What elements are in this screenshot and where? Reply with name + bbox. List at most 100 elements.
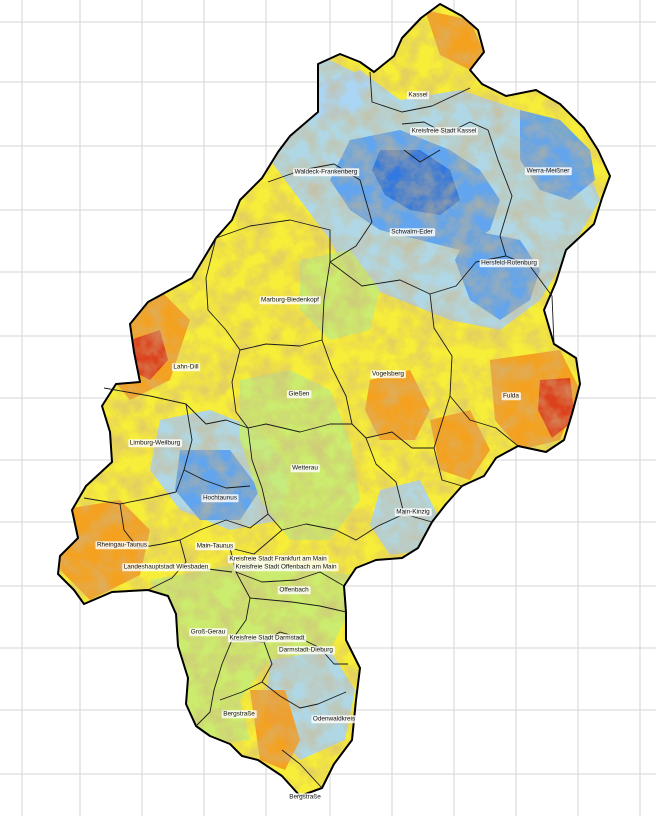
label-background [95, 541, 149, 550]
district-label-main-kinzig: Main-Kinzig [394, 508, 432, 517]
district-name: Kreisfreie Stadt Kassel [412, 128, 477, 135]
district-boundary [247, 427, 283, 531]
district-label-frankfurt: Kreisfreie Stadt Frankfurt am Main [227, 555, 329, 564]
district-label-offenbach-stadt: Kreisfreie Stadt Offenbach am Main [233, 563, 339, 572]
label-background [311, 715, 357, 724]
label-background [195, 542, 235, 551]
district-label-darmstadt-dieburg: Darmstadt-Dieburg [277, 646, 335, 655]
label-background [501, 392, 521, 401]
district-name: Main-Taunus [197, 543, 234, 550]
district-name: Vogelsberg [372, 371, 404, 378]
label-background [277, 646, 335, 655]
label-background [410, 127, 478, 136]
district-label-limburg-weilburg: Limburg-Weilburg [128, 439, 183, 448]
district-label-bergstrasse-south: Bergstraße [287, 793, 323, 802]
label-background [394, 508, 432, 517]
district-boundary [215, 219, 331, 262]
district-name: Lahn-Dill [173, 364, 198, 371]
label-background [290, 464, 320, 473]
district-labels: Kassel Kreisfreie Stadt Kassel Werra-Meißn… [95, 91, 572, 802]
district-label-waldeck-frankenberg: Waldeck-Frankenberg [293, 168, 360, 177]
district-name: Waldeck-Frankenberg [295, 169, 358, 176]
district-label-wiesbaden: Landeshauptstadt Wiesbaden [122, 563, 211, 572]
district-boundary [249, 597, 347, 613]
district-boundary [231, 349, 249, 429]
district-boundary [403, 149, 441, 163]
district-label-giessen: Gießen [287, 390, 312, 399]
district-name: Main-Kinzig [396, 509, 430, 516]
district-name: Fulda [503, 393, 519, 400]
district-boundary [487, 129, 513, 257]
district-label-odenwaldkreis: Odenwaldkreis [311, 715, 357, 724]
district-name: Landeshauptstadt Wiesbaden [124, 564, 209, 571]
district-boundary [247, 423, 352, 433]
label-background [201, 494, 239, 503]
district-label-lahn-dill: Lahn-Dill [171, 363, 201, 372]
district-name: Schwalm-Eder [391, 229, 433, 236]
label-background [525, 167, 572, 176]
district-label-rheingau-taunus: Rheingau-Taunus [95, 541, 149, 550]
district-name: Hochtaunus [203, 495, 237, 502]
district-name: Kreisfreie Stadt Frankfurt am Main [229, 556, 327, 563]
district-name: Hersfeld-Rotenburg [481, 260, 537, 267]
label-background [228, 634, 307, 643]
district-boundary [369, 71, 471, 113]
label-background [171, 363, 201, 372]
label-background [221, 710, 257, 719]
district-label-main-taunus: Main-Taunus [195, 542, 235, 551]
district-label-bergstrasse: Bergstraße [221, 710, 257, 719]
district-boundary [261, 681, 347, 709]
district-boundary [433, 447, 463, 487]
label-background [406, 91, 430, 100]
district-boundary [103, 387, 249, 429]
district-boundary [281, 749, 323, 789]
district-label-kassel: Kassel [406, 91, 430, 100]
district-name: Rheingau-Taunus [97, 542, 147, 549]
district-label-vogelsberg: Vogelsberg [370, 370, 406, 379]
district-label-hersfeld-rotenburg: Hersfeld-Rotenburg [479, 259, 539, 268]
district-boundary [195, 571, 251, 727]
district-boundary [183, 469, 251, 489]
district-boundary [205, 237, 241, 351]
district-name: Offenbach [279, 587, 309, 594]
district-name: Odenwaldkreis [313, 716, 355, 723]
district-name: Bergstraße [289, 794, 321, 801]
district-name: Wetterau [292, 465, 318, 472]
district-name: Kreisfreie Stadt Offenbach am Main [235, 564, 337, 571]
district-name: Limburg-Weilburg [130, 440, 181, 447]
district-label-offenbach: Offenbach [277, 586, 311, 595]
district-label-darmstadt-stadt: Kreisfreie Stadt Darmstadt [228, 634, 307, 643]
label-background [293, 168, 360, 177]
label-background [233, 563, 339, 572]
district-name: Werra-Meißner [527, 168, 571, 175]
label-background [277, 586, 311, 595]
district-label-wetterau: Wetterau [290, 464, 320, 473]
label-background [479, 259, 539, 268]
district-label-hochtaunus: Hochtaunus [201, 494, 239, 503]
label-background [370, 370, 406, 379]
district-name: Gießen [289, 391, 310, 398]
district-label-werra-meissner: Werra-Meißner [525, 167, 572, 176]
district-label-marburg-biedenkopf: Marburg-Biedenkopf [259, 296, 321, 305]
district-label-kassel-stadt: Kreisfreie Stadt Kassel [410, 127, 478, 136]
district-name: Kreisfreie Stadt Darmstadt [230, 635, 305, 642]
label-background [259, 296, 321, 305]
label-background [189, 628, 228, 637]
label-background [227, 555, 329, 564]
label-background [122, 563, 211, 572]
district-name: Kassel [408, 92, 427, 99]
label-background [287, 793, 323, 802]
district-boundary [239, 261, 331, 351]
label-background [128, 439, 183, 448]
district-label-schwalm-eder: Schwalm-Eder [389, 228, 436, 237]
district-name: Marburg-Biedenkopf [261, 297, 319, 304]
district-name: Bergstraße [223, 711, 255, 718]
district-name: Darmstadt-Dieburg [279, 647, 333, 654]
district-label-gross-gerau: Groß-Gerau [189, 628, 228, 637]
district-boundary [299, 637, 348, 665]
label-background [287, 390, 312, 399]
district-boundary [365, 437, 405, 515]
district-label-fulda: Fulda [501, 392, 521, 401]
